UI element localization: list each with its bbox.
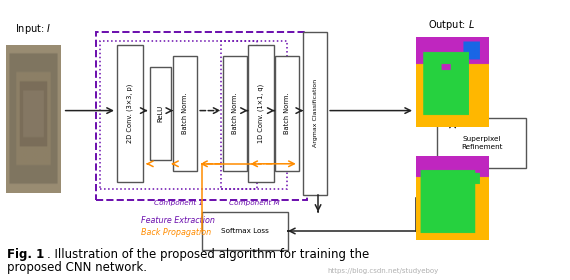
Bar <box>437 118 526 168</box>
Text: Fig. 1: Fig. 1 <box>7 248 44 261</box>
Text: Argmax Classification: Argmax Classification <box>313 79 317 148</box>
Bar <box>275 56 299 171</box>
Text: Component 1: Component 1 <box>154 200 203 206</box>
Text: Input: $I$: Input: $I$ <box>15 22 51 36</box>
Text: 2D Conv. (3×3, p): 2D Conv. (3×3, p) <box>127 84 133 143</box>
Text: Component M: Component M <box>229 200 279 206</box>
Text: Feature Extraction: Feature Extraction <box>141 216 215 225</box>
Text: Output: $L$: Output: $L$ <box>429 18 475 32</box>
Text: Batch Norm.: Batch Norm. <box>284 93 290 134</box>
Text: Back Propagation: Back Propagation <box>141 228 211 237</box>
Bar <box>173 56 197 171</box>
Text: Softmax Loss: Softmax Loss <box>221 228 269 234</box>
Text: Batch Norm.: Batch Norm. <box>233 93 238 134</box>
Text: Batch Norm.: Batch Norm. <box>182 93 188 134</box>
Text: proposed CNN network.: proposed CNN network. <box>7 261 148 274</box>
Bar <box>100 41 256 189</box>
Bar <box>150 67 171 160</box>
Bar <box>221 41 287 189</box>
Text: 1D Conv. (1×1, q): 1D Conv. (1×1, q) <box>258 84 264 143</box>
Text: https://blog.csdn.net/studyeboy: https://blog.csdn.net/studyeboy <box>328 268 439 274</box>
Text: . Illustration of the proposed algorithm for training the: . Illustration of the proposed algorithm… <box>47 248 369 261</box>
Text: Superpixel
Refinement: Superpixel Refinement <box>461 136 502 150</box>
Bar <box>117 45 143 182</box>
Bar <box>248 45 274 182</box>
Text: ReLU: ReLU <box>158 105 164 122</box>
Bar <box>202 212 288 250</box>
Bar <box>303 32 327 195</box>
Bar <box>223 56 247 171</box>
Bar <box>96 32 307 200</box>
